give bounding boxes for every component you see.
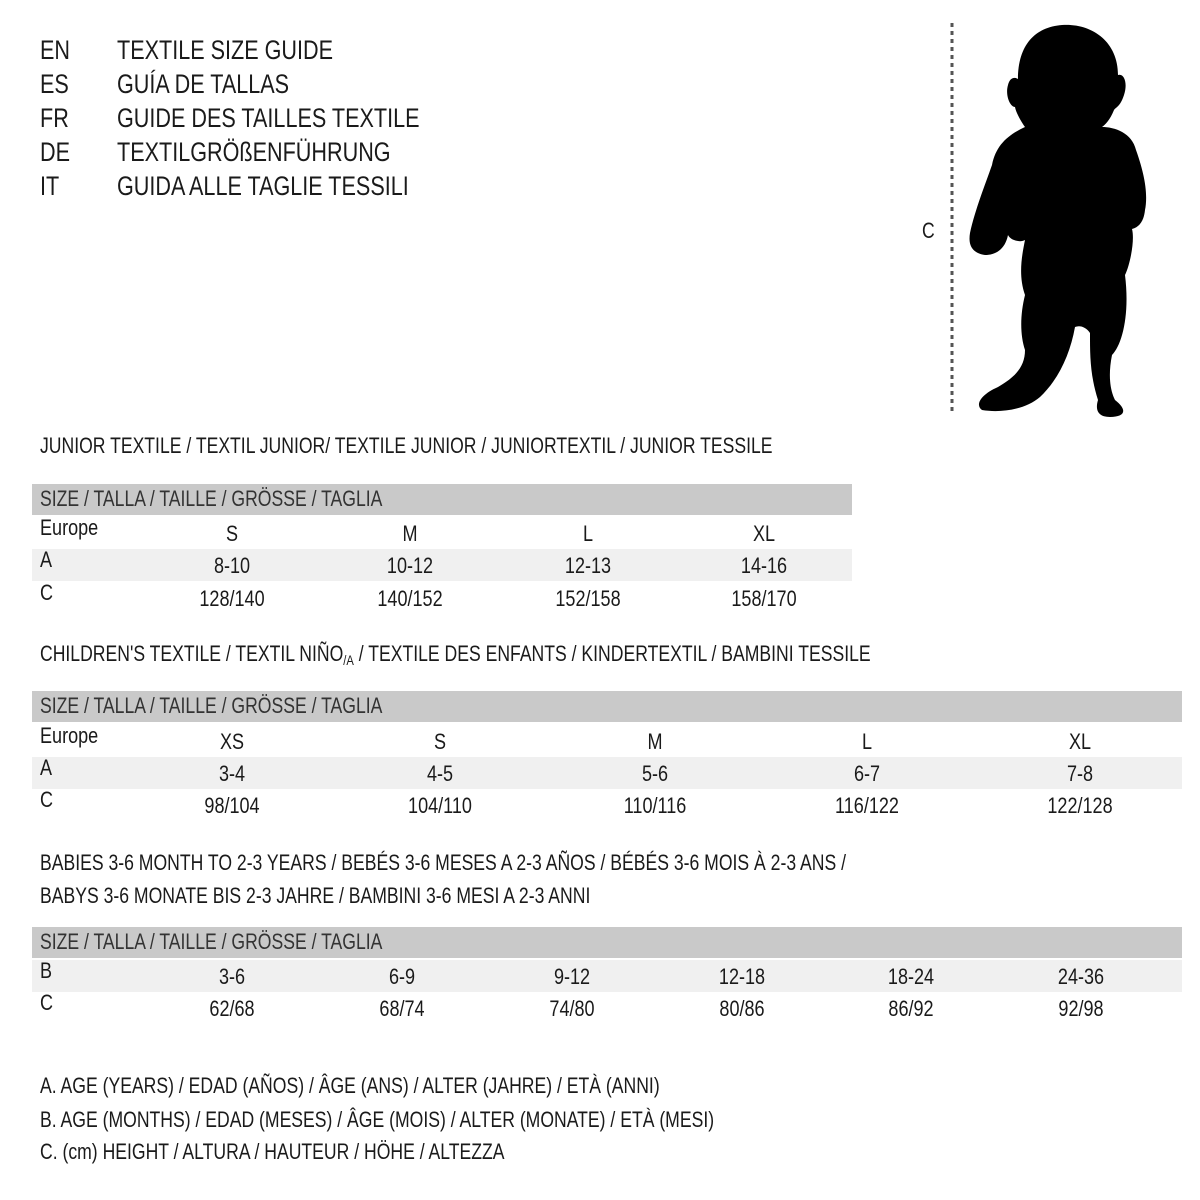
size-cell: 116/122 xyxy=(835,793,899,818)
lang-title-en: TEXTILE SIZE GUIDE xyxy=(117,35,334,65)
lang-code-en: EN xyxy=(40,35,71,65)
size-cell: 12-18 xyxy=(718,964,766,989)
size-cell: S xyxy=(225,521,239,546)
size-cell: S xyxy=(433,729,447,754)
size-cell: 5-6 xyxy=(641,761,669,786)
children-heading-main: CHILDREN'S TEXTILE / TEXTIL NIÑO xyxy=(40,641,344,666)
lang-title-it: GUIDA ALLE TAGLIE TESSILI xyxy=(117,171,409,201)
legend-c: C. (cm) HEIGHT / ALTURA / HAUTEUR / HÖHE… xyxy=(40,1139,505,1164)
size-cell: 6-7 xyxy=(853,761,881,786)
children-size-header: SIZE / TALLA / TAILLE / GRÖSSE / TAGLIA xyxy=(32,691,1182,722)
size-cell: 122/128 xyxy=(1047,793,1113,818)
size-cell: 152/158 xyxy=(555,586,621,611)
size-cell: 98/104 xyxy=(204,793,260,818)
child-silhouette-icon xyxy=(950,23,1147,418)
size-cell: 24-36 xyxy=(1057,964,1105,989)
size-cell: XS xyxy=(219,729,245,754)
size-cell: 86/92 xyxy=(888,996,934,1021)
size-cell: 3-6 xyxy=(218,964,246,989)
size-cell: 14-16 xyxy=(740,553,788,578)
size-cell: M xyxy=(647,729,663,754)
children-size-header-text: SIZE / TALLA / TAILLE / GRÖSSE / TAGLIA xyxy=(40,693,383,718)
size-cell: 80/86 xyxy=(719,996,765,1021)
size-cell: 62/68 xyxy=(209,996,255,1021)
size-cell: XL xyxy=(752,521,776,546)
lang-title-de: TEXTILGRÖßENFÜHRUNG xyxy=(117,137,391,167)
size-cell: 3-4 xyxy=(218,761,246,786)
row-label: C xyxy=(40,990,54,1015)
row-label: C xyxy=(40,580,54,605)
height-measure-label: C xyxy=(922,218,935,243)
legend-a: A. AGE (YEARS) / EDAD (AÑOS) / ÂGE (ANS)… xyxy=(40,1073,660,1098)
size-cell: M xyxy=(402,521,418,546)
junior-size-header: SIZE / TALLA / TAILLE / GRÖSSE / TAGLIA xyxy=(32,484,852,515)
children-heading: CHILDREN'S TEXTILE / TEXTIL NIÑO/A / TEX… xyxy=(40,641,871,668)
legend-b: B. AGE (MONTHS) / EDAD (MESES) / ÂGE (MO… xyxy=(40,1107,715,1132)
size-cell: 74/80 xyxy=(549,996,595,1021)
babies-heading-line2: BABYS 3-6 MONATE BIS 2-3 JAHRE / BAMBINI… xyxy=(40,883,591,908)
children-stripe xyxy=(32,757,1182,789)
row-label: A xyxy=(40,755,53,780)
size-cell: 9-12 xyxy=(553,964,591,989)
size-cell: 128/140 xyxy=(199,586,265,611)
babies-stripe xyxy=(32,960,1182,992)
row-label: Europe xyxy=(40,723,99,748)
size-cell: 140/152 xyxy=(377,586,443,611)
size-cell: 7-8 xyxy=(1066,761,1094,786)
size-cell: 12-13 xyxy=(564,553,612,578)
size-cell: 18-24 xyxy=(887,964,935,989)
babies-size-header: SIZE / TALLA / TAILLE / GRÖSSE / TAGLIA xyxy=(32,927,1182,958)
lang-code-de: DE xyxy=(40,137,71,167)
lang-title-fr: GUIDE DES TAILLES TEXTILE xyxy=(117,103,420,133)
size-cell: L xyxy=(861,729,873,754)
size-cell: 6-9 xyxy=(388,964,416,989)
lang-code-it: IT xyxy=(40,171,60,201)
size-cell: 158/170 xyxy=(731,586,797,611)
size-cell: 110/116 xyxy=(623,793,687,818)
size-cell: XL xyxy=(1068,729,1092,754)
junior-stripe xyxy=(32,549,852,581)
size-cell: 8-10 xyxy=(213,553,251,578)
lang-code-fr: FR xyxy=(40,103,69,133)
row-label: B xyxy=(40,958,53,983)
children-heading-rest: / TEXTILE DES ENFANTS / KINDERTEXTIL / B… xyxy=(353,641,871,666)
babies-size-header-text: SIZE / TALLA / TAILLE / GRÖSSE / TAGLIA xyxy=(40,929,383,954)
size-cell: 68/74 xyxy=(379,996,425,1021)
size-cell: 104/110 xyxy=(408,793,472,818)
size-cell: 92/98 xyxy=(1058,996,1104,1021)
babies-heading-line1: BABIES 3-6 MONTH TO 2-3 YEARS / BEBÉS 3-… xyxy=(40,850,846,875)
size-cell: 4-5 xyxy=(426,761,454,786)
row-label: A xyxy=(40,547,53,572)
lang-code-es: ES xyxy=(40,69,69,99)
size-cell: L xyxy=(582,521,594,546)
junior-size-header-text: SIZE / TALLA / TAILLE / GRÖSSE / TAGLIA xyxy=(40,486,383,511)
lang-title-es: GUÍA DE TALLAS xyxy=(117,69,290,99)
row-label: C xyxy=(40,787,54,812)
row-label: Europe xyxy=(40,515,99,540)
children-heading-sub: /A xyxy=(343,652,354,668)
size-cell: 10-12 xyxy=(386,553,434,578)
junior-heading: JUNIOR TEXTILE / TEXTIL JUNIOR/ TEXTILE … xyxy=(40,433,773,458)
